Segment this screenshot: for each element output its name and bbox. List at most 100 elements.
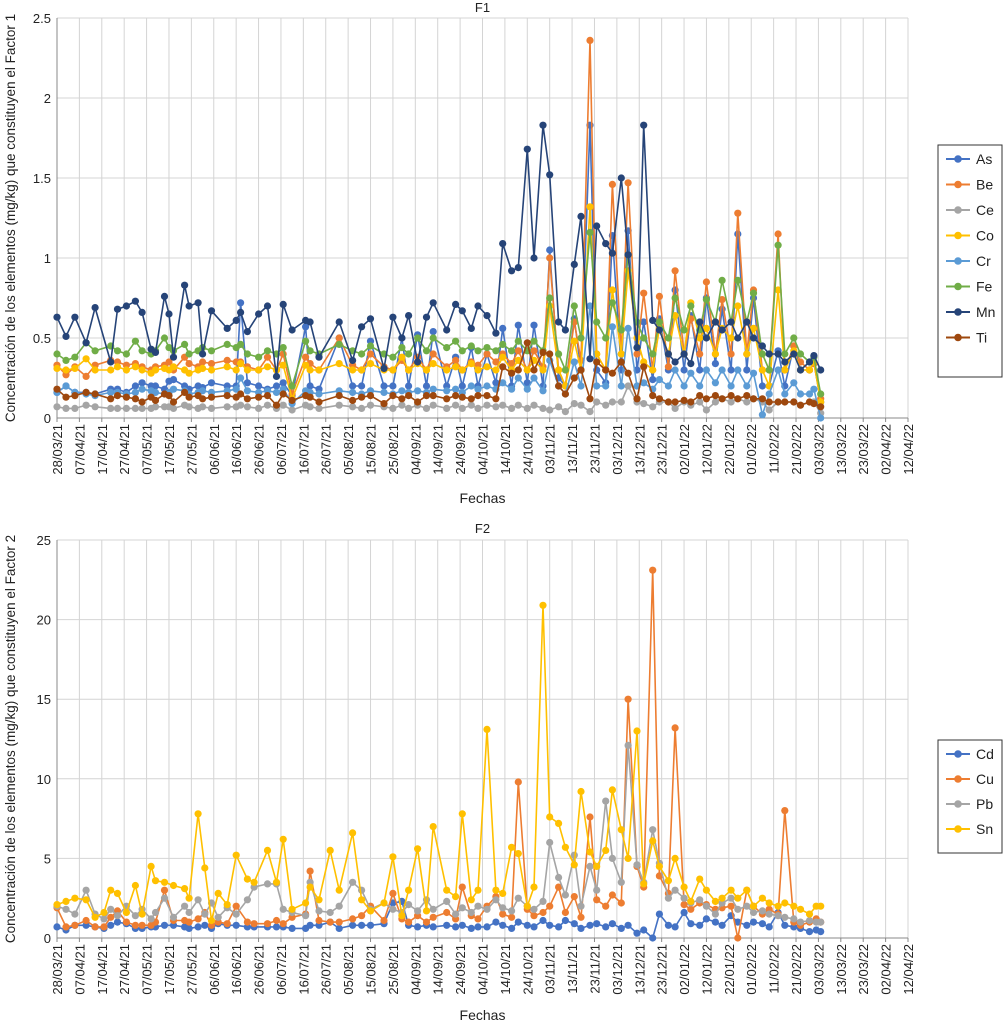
data-point-fe [443,344,451,352]
data-point-sn [680,883,688,891]
data-point-sn [232,851,240,859]
data-point-ce [315,404,323,412]
data-point-ti [458,393,466,401]
data-point-cd [817,928,825,936]
data-point-fe [671,294,679,302]
data-point-mn [194,299,202,307]
data-point-pb [602,797,610,805]
data-point-mn [122,302,130,310]
data-point-fe [514,337,522,345]
data-point-fe [546,294,554,302]
data-point-ce [727,398,735,406]
data-point-co [62,366,70,374]
data-point-cr [169,385,178,393]
data-point-sn [617,826,625,834]
data-point-cd [749,918,758,926]
data-point-as [306,382,314,390]
data-point-ce [107,404,115,412]
data-point-ti [223,392,231,400]
data-point-mn [664,350,673,358]
data-point-ce [113,404,122,412]
data-point-cu [561,908,570,917]
data-point-mn [593,222,601,230]
data-point-cr [774,366,782,374]
data-point-as [349,382,357,390]
data-point-mn [151,348,160,356]
data-point-pb [702,902,711,910]
data-point-ce [398,401,406,409]
data-point-sn [405,886,413,894]
x-tick-label: 25/08/21 [386,944,401,995]
data-point-ce [358,404,366,412]
data-point-fe [279,344,287,352]
data-point-as [255,382,263,390]
data-point-co [405,366,413,374]
data-point-sn [817,902,825,910]
data-point-cd [624,921,632,929]
data-point-cr [696,382,704,390]
data-point-pb [608,854,617,863]
data-point-ti [443,395,451,403]
data-point-sn [499,889,507,898]
data-point-sn [474,886,482,894]
x-tick-label: 26/06/21 [252,944,267,995]
data-point-sn [160,878,169,886]
data-point-fe [570,302,578,310]
data-point-mn [805,358,814,366]
data-point-cu [602,902,610,910]
data-point-ti [279,390,287,398]
data-point-co [671,312,679,320]
data-point-mn [181,281,189,289]
data-point-ti [810,400,818,408]
data-point-sn [250,878,258,886]
data-point-sn [326,846,334,855]
data-point-cr [443,387,451,395]
data-point-pb [263,880,272,888]
data-point-ce [743,398,751,406]
data-point-co [805,366,814,374]
data-point-cr [577,382,585,390]
data-point-cr [743,382,751,390]
data-point-fe [640,334,648,342]
data-point-cu [272,916,281,925]
data-point-cd [758,920,767,928]
data-point-fe [718,276,726,284]
data-point-be [514,347,522,355]
data-point-ce [255,404,263,412]
data-point-pb [349,878,357,886]
data-point-ce [185,403,193,411]
data-point-cd [358,921,366,929]
data-point-co [749,324,758,332]
data-point-fe [749,289,758,297]
data-point-pb [113,912,122,920]
data-point-be [492,358,500,366]
data-point-co [306,366,314,374]
data-point-sn [765,899,773,907]
data-point-cd [539,916,547,925]
data-point-co [492,366,500,374]
data-point-pb [796,918,805,926]
data-point-cd [492,918,500,926]
data-point-cr [817,414,825,422]
data-point-be [199,358,207,366]
legend-label: Sn [976,821,993,837]
data-point-sn [696,875,704,883]
data-point-sn [315,896,323,904]
data-point-cr [602,382,610,390]
data-point-cr [131,388,139,396]
data-point-mn [499,240,507,248]
data-point-fe [664,334,673,342]
x-tick-label: 24/09/21 [453,424,468,475]
x-tick-label: 28/03/21 [50,424,65,475]
data-point-as [169,376,178,384]
data-point-ce [499,401,507,409]
data-point-sn [122,908,130,917]
data-point-cd [655,910,664,918]
data-point-ti [181,388,189,396]
legend-marker [954,206,962,214]
data-point-mn [53,313,61,321]
data-point-ti [633,395,641,403]
data-point-be [207,360,216,368]
data-point-cd [696,921,704,929]
